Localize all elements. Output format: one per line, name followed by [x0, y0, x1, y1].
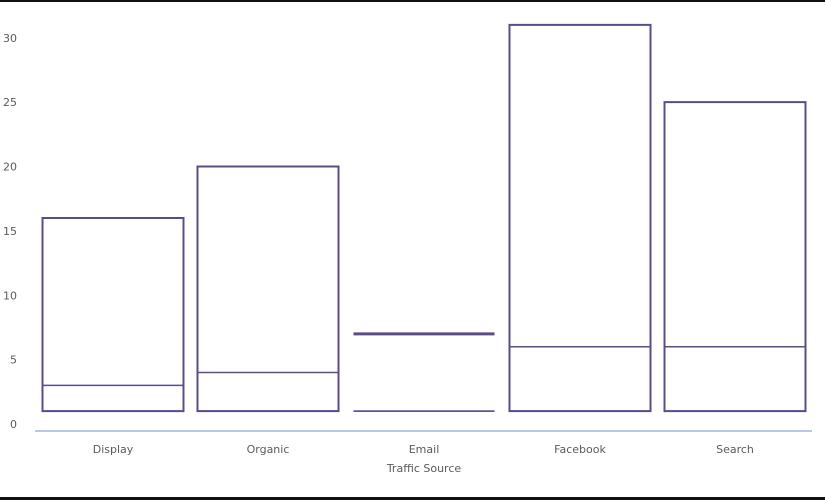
- bar-series: [41, 23, 807, 413]
- y-tick-label: 5: [10, 354, 17, 367]
- bar: [41, 217, 185, 413]
- bar-group: [196, 165, 340, 413]
- bar-group: [41, 217, 185, 413]
- x-axis-title: Traffic Source: [386, 462, 462, 475]
- bar: [663, 101, 807, 413]
- x-tick-label: Display: [93, 443, 134, 456]
- y-tick-label: 0: [10, 418, 17, 431]
- y-tick-label: 30: [3, 32, 17, 45]
- y-tick-label: 15: [3, 225, 17, 238]
- x-tick-label: Search: [716, 443, 754, 456]
- x-tick-label: Facebook: [554, 443, 606, 456]
- y-tick-label: 20: [3, 161, 17, 174]
- y-tick-label: 10: [3, 289, 17, 302]
- y-tick-label: 25: [3, 96, 17, 109]
- bar-group: [663, 101, 807, 413]
- x-tick-label: Organic: [247, 443, 290, 456]
- bar: [508, 23, 652, 413]
- x-axis-ticks: Display Organic Email Facebook Search: [93, 443, 754, 456]
- x-tick-label: Email: [409, 443, 440, 456]
- bar-group: [353, 332, 495, 412]
- bar: [196, 165, 340, 413]
- bar-group: [508, 23, 652, 413]
- y-axis-ticks: 0 5 10 15 20 25 30: [3, 32, 17, 431]
